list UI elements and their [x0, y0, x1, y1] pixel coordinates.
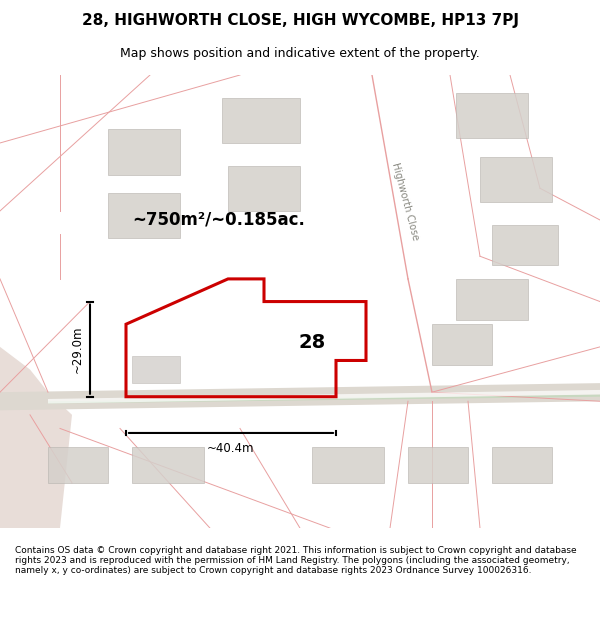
Polygon shape: [480, 156, 552, 202]
Text: 28, HIGHWORTH CLOSE, HIGH WYCOMBE, HP13 7PJ: 28, HIGHWORTH CLOSE, HIGH WYCOMBE, HP13 …: [82, 14, 518, 29]
Polygon shape: [432, 324, 492, 365]
Polygon shape: [312, 446, 384, 483]
Polygon shape: [492, 446, 552, 483]
Polygon shape: [108, 192, 180, 238]
Text: Contains OS data © Crown copyright and database right 2021. This information is : Contains OS data © Crown copyright and d…: [15, 546, 577, 576]
Polygon shape: [456, 93, 528, 138]
Polygon shape: [108, 129, 180, 174]
Polygon shape: [48, 446, 108, 483]
Polygon shape: [492, 224, 558, 265]
Polygon shape: [408, 446, 468, 483]
Polygon shape: [48, 390, 600, 404]
Text: Highworth Close: Highworth Close: [390, 162, 420, 242]
Polygon shape: [228, 166, 300, 211]
Text: ~750m²/~0.185ac.: ~750m²/~0.185ac.: [132, 211, 305, 229]
Polygon shape: [0, 383, 600, 410]
Text: Map shows position and indicative extent of the property.: Map shows position and indicative extent…: [120, 48, 480, 61]
Polygon shape: [48, 394, 600, 404]
Polygon shape: [456, 279, 528, 319]
Text: 28: 28: [298, 333, 326, 352]
Polygon shape: [222, 98, 300, 143]
Polygon shape: [132, 446, 204, 483]
Text: ~40.4m: ~40.4m: [207, 442, 255, 455]
Polygon shape: [0, 75, 72, 528]
Polygon shape: [132, 356, 180, 383]
Text: ~29.0m: ~29.0m: [71, 326, 84, 373]
